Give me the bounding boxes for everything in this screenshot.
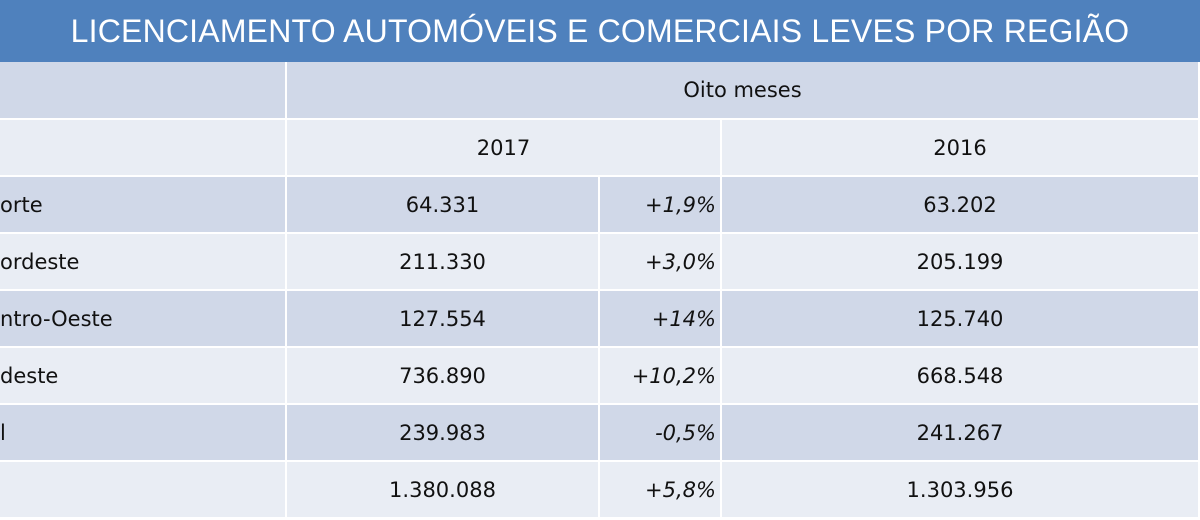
header-corner [0,120,287,177]
change-cell: +14% [600,291,722,348]
value-2016: 241.267 [722,405,1200,462]
period-header: Oito meses [287,62,1200,120]
change-cell: +10,2% [600,348,722,405]
value-2016: 668.548 [722,348,1200,405]
value-2017: 736.890 [287,348,600,405]
table-title: LICENCIAMENTO AUTOMÓVEIS E COMERCIAIS LE… [0,0,1200,62]
year-header: 2016 [722,120,1200,177]
change-cell: +1,9% [600,177,722,234]
change-cell: +3,0% [600,234,722,291]
value-2017: 211.330 [287,234,600,291]
change-cell: -0,5% [600,405,722,462]
change-cell: +5,8% [600,462,722,519]
value-2017: 127.554 [287,291,600,348]
header-corner [0,62,287,120]
value-2016: 1.303.956 [722,462,1200,519]
region-cell: orte [0,177,287,234]
value-2016: 125.740 [722,291,1200,348]
region-cell [0,462,287,519]
value-2016: 63.202 [722,177,1200,234]
region-cell: ntro-Oeste [0,291,287,348]
region-cell: ordeste [0,234,287,291]
value-2017: 64.331 [287,177,600,234]
value-2017: 239.983 [287,405,600,462]
year-header: 2017 [287,120,722,177]
region-cell: l [0,405,287,462]
value-2016: 205.199 [722,234,1200,291]
value-2017: 1.380.088 [287,462,600,519]
region-cell: deste [0,348,287,405]
